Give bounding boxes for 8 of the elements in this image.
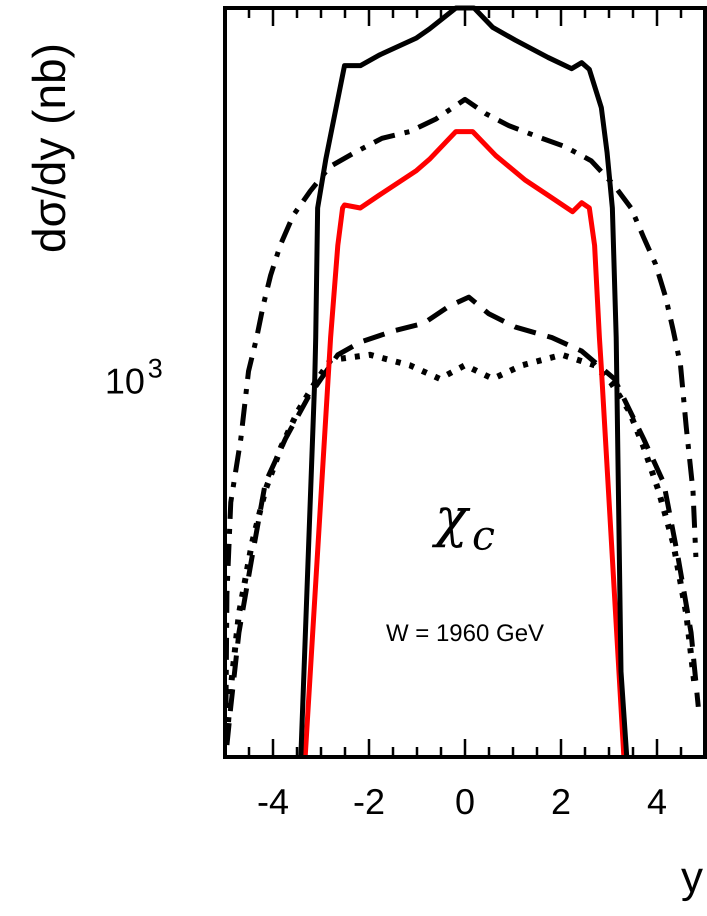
x-tick-label: 4 [646,781,668,822]
annotation: W = 1960 GeV [386,620,544,647]
x-axis-title: y [681,853,703,902]
x-tick-label: 2 [550,781,572,822]
y-axis-title: dσ/dy (nb) [23,43,75,253]
x-tick-label: -2 [352,781,386,822]
x-tick-label: -4 [256,781,290,822]
x-tick-label: 0 [454,781,476,822]
